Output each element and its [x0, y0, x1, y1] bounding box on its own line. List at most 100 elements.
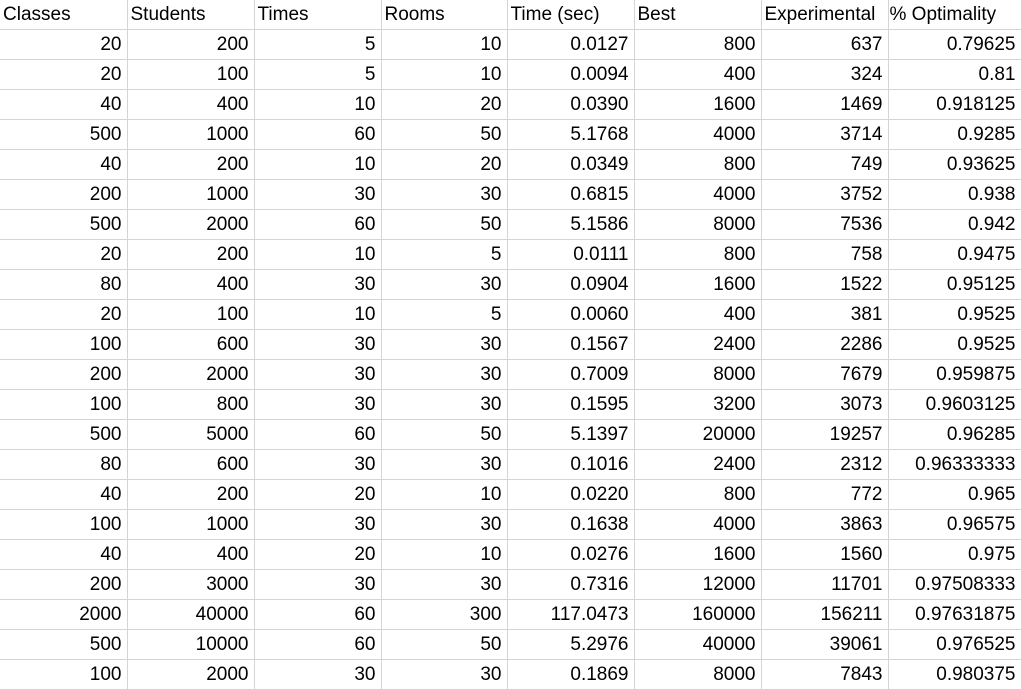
cell-classes[interactable]: 500	[0, 629, 128, 660]
cell-best[interactable]: 800	[634, 29, 762, 60]
cell-optimality[interactable]: 0.97631875	[888, 599, 1021, 630]
cell-best[interactable]: 1600	[634, 539, 762, 570]
cell-experimental[interactable]: 381	[761, 299, 889, 330]
cell-time-sec[interactable]: 0.1567	[507, 329, 635, 360]
cell-optimality[interactable]: 0.95125	[888, 269, 1021, 300]
cell-rooms[interactable]: 30	[381, 389, 508, 420]
cell-experimental[interactable]: 3073	[761, 389, 889, 420]
cell-times[interactable]: 30	[254, 389, 382, 420]
cell-time-sec[interactable]: 0.0060	[507, 299, 635, 330]
cell-optimality[interactable]: 0.976525	[888, 629, 1021, 660]
cell-students[interactable]: 1000	[127, 509, 255, 540]
cell-experimental[interactable]: 7679	[761, 359, 889, 390]
cell-best[interactable]: 160000	[634, 599, 762, 630]
cell-classes[interactable]: 500	[0, 209, 128, 240]
cell-experimental[interactable]: 156211	[761, 599, 889, 630]
cell-best[interactable]: 8000	[634, 659, 762, 690]
cell-experimental[interactable]: 3863	[761, 509, 889, 540]
cell-times[interactable]: 60	[254, 119, 382, 150]
cell-time-sec[interactable]: 5.1586	[507, 209, 635, 240]
cell-rooms[interactable]: 30	[381, 449, 508, 480]
cell-rooms[interactable]: 50	[381, 209, 508, 240]
cell-optimality[interactable]: 0.96333333	[888, 449, 1021, 480]
cell-time-sec[interactable]: 0.1595	[507, 389, 635, 420]
cell-optimality[interactable]: 0.942	[888, 209, 1021, 240]
cell-best[interactable]: 1600	[634, 269, 762, 300]
cell-times[interactable]: 5	[254, 59, 382, 90]
cell-time-sec[interactable]: 5.1397	[507, 419, 635, 450]
cell-times[interactable]: 10	[254, 89, 382, 120]
cell-times[interactable]: 60	[254, 419, 382, 450]
cell-experimental[interactable]: 1469	[761, 89, 889, 120]
cell-students[interactable]: 5000	[127, 419, 255, 450]
cell-times[interactable]: 60	[254, 629, 382, 660]
cell-rooms[interactable]: 30	[381, 269, 508, 300]
cell-best[interactable]: 4000	[634, 179, 762, 210]
cell-students[interactable]: 1000	[127, 179, 255, 210]
cell-time-sec[interactable]: 5.2976	[507, 629, 635, 660]
cell-classes[interactable]: 20	[0, 59, 128, 90]
cell-optimality[interactable]: 0.96285	[888, 419, 1021, 450]
cell-rooms[interactable]: 30	[381, 329, 508, 360]
cell-classes[interactable]: 200	[0, 359, 128, 390]
cell-rooms[interactable]: 10	[381, 59, 508, 90]
cell-times[interactable]: 30	[254, 179, 382, 210]
cell-classes[interactable]: 500	[0, 419, 128, 450]
header-cell-optimality[interactable]: % Optimality	[888, 0, 1021, 30]
cell-time-sec[interactable]: 0.6815	[507, 179, 635, 210]
cell-time-sec[interactable]: 0.0390	[507, 89, 635, 120]
cell-students[interactable]: 10000	[127, 629, 255, 660]
cell-classes[interactable]: 2000	[0, 599, 128, 630]
cell-optimality[interactable]: 0.79625	[888, 29, 1021, 60]
cell-students[interactable]: 200	[127, 29, 255, 60]
cell-experimental[interactable]: 1522	[761, 269, 889, 300]
cell-best[interactable]: 800	[634, 149, 762, 180]
cell-best[interactable]: 40000	[634, 629, 762, 660]
cell-optimality[interactable]: 0.9525	[888, 299, 1021, 330]
cell-optimality[interactable]: 0.9525	[888, 329, 1021, 360]
cell-experimental[interactable]: 11701	[761, 569, 889, 600]
cell-best[interactable]: 8000	[634, 359, 762, 390]
cell-students[interactable]: 3000	[127, 569, 255, 600]
cell-times[interactable]: 10	[254, 239, 382, 270]
cell-rooms[interactable]: 20	[381, 149, 508, 180]
cell-best[interactable]: 2400	[634, 449, 762, 480]
cell-best[interactable]: 400	[634, 59, 762, 90]
cell-students[interactable]: 2000	[127, 659, 255, 690]
cell-experimental[interactable]: 1560	[761, 539, 889, 570]
cell-optimality[interactable]: 0.96575	[888, 509, 1021, 540]
cell-classes[interactable]: 500	[0, 119, 128, 150]
cell-optimality[interactable]: 0.938	[888, 179, 1021, 210]
cell-experimental[interactable]: 3714	[761, 119, 889, 150]
cell-times[interactable]: 30	[254, 269, 382, 300]
cell-optimality[interactable]: 0.959875	[888, 359, 1021, 390]
cell-classes[interactable]: 20	[0, 239, 128, 270]
cell-rooms[interactable]: 30	[381, 359, 508, 390]
cell-times[interactable]: 10	[254, 299, 382, 330]
cell-classes[interactable]: 100	[0, 329, 128, 360]
cell-optimality[interactable]: 0.918125	[888, 89, 1021, 120]
cell-time-sec[interactable]: 0.0349	[507, 149, 635, 180]
cell-best[interactable]: 400	[634, 299, 762, 330]
cell-best[interactable]: 20000	[634, 419, 762, 450]
cell-experimental[interactable]: 39061	[761, 629, 889, 660]
cell-rooms[interactable]: 30	[381, 569, 508, 600]
header-cell-experimental[interactable]: Experimental	[761, 0, 889, 30]
cell-best[interactable]: 800	[634, 479, 762, 510]
cell-time-sec[interactable]: 0.1638	[507, 509, 635, 540]
cell-optimality[interactable]: 0.9603125	[888, 389, 1021, 420]
cell-classes[interactable]: 20	[0, 29, 128, 60]
cell-rooms[interactable]: 30	[381, 509, 508, 540]
cell-classes[interactable]: 100	[0, 659, 128, 690]
cell-time-sec[interactable]: 0.0127	[507, 29, 635, 60]
cell-times[interactable]: 30	[254, 449, 382, 480]
cell-experimental[interactable]: 758	[761, 239, 889, 270]
cell-optimality[interactable]: 0.980375	[888, 659, 1021, 690]
cell-rooms[interactable]: 50	[381, 419, 508, 450]
cell-experimental[interactable]: 749	[761, 149, 889, 180]
cell-classes[interactable]: 40	[0, 539, 128, 570]
cell-experimental[interactable]: 2312	[761, 449, 889, 480]
cell-times[interactable]: 60	[254, 599, 382, 630]
cell-times[interactable]: 30	[254, 569, 382, 600]
cell-classes[interactable]: 40	[0, 479, 128, 510]
